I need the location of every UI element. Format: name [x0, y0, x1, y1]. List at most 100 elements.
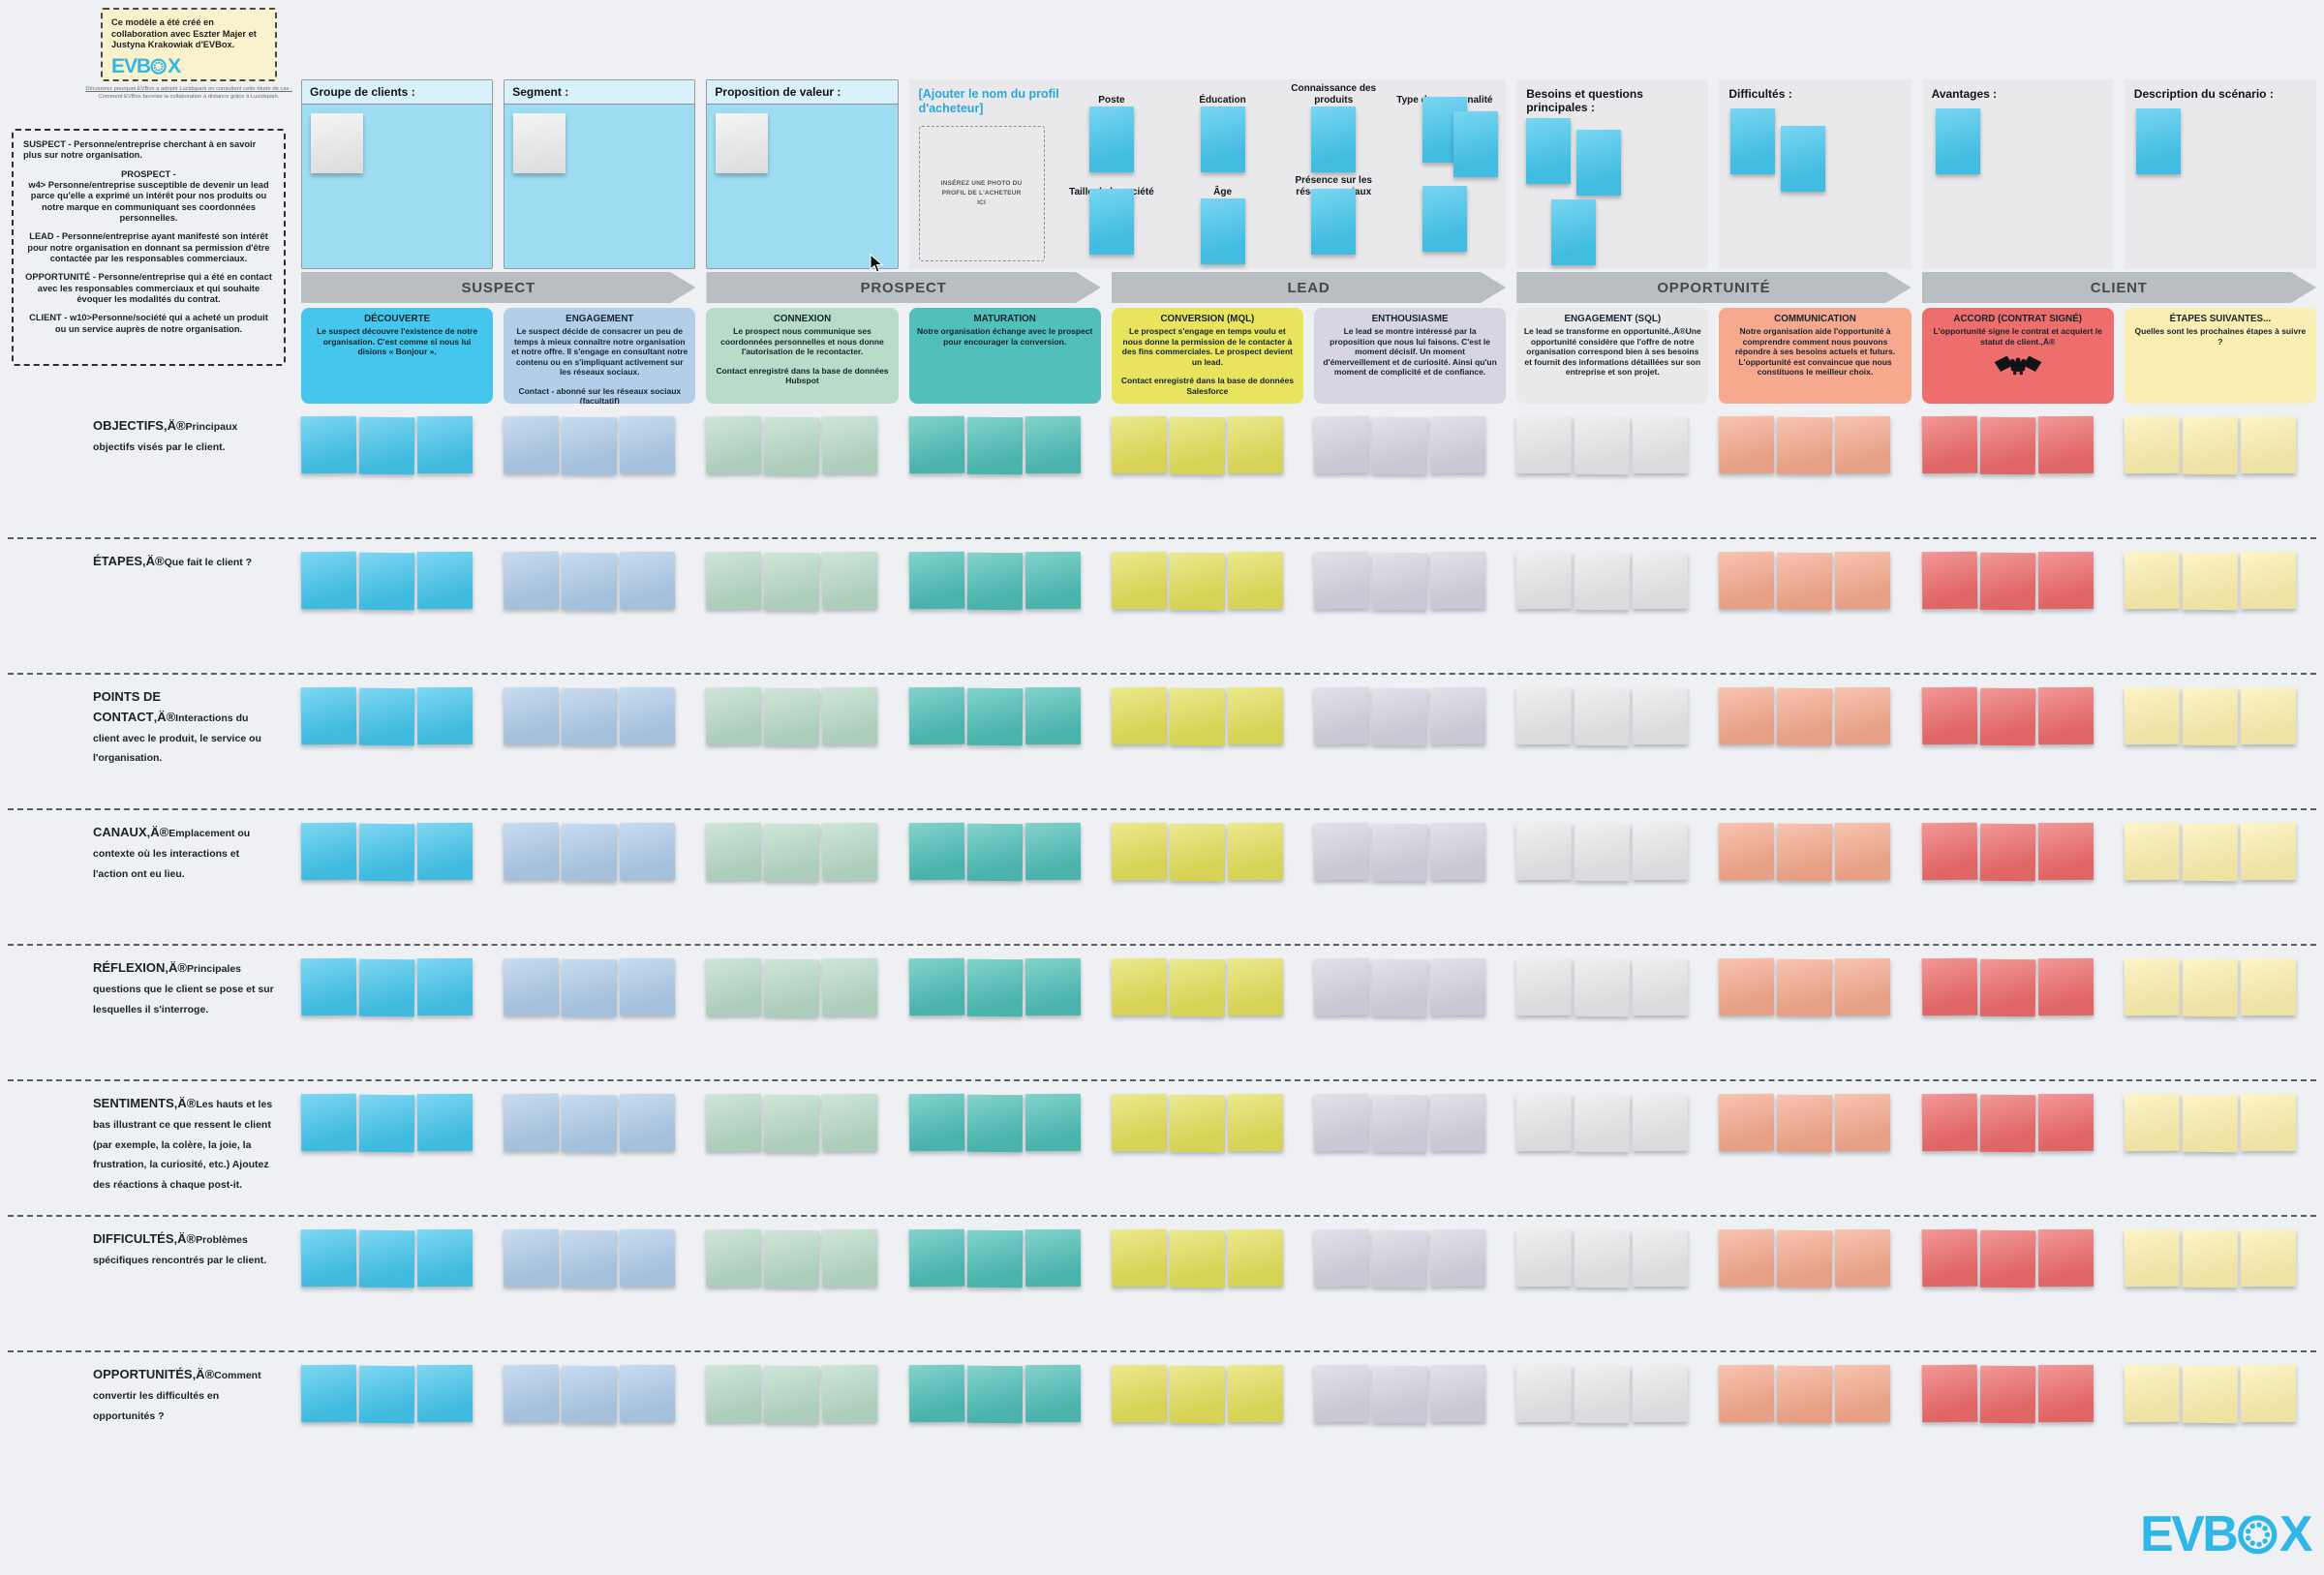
sticky-note[interactable] [2037, 686, 2094, 745]
sticky-note[interactable] [1633, 822, 1689, 881]
sticky-note[interactable] [1313, 1364, 1370, 1423]
sticky-note[interactable] [706, 686, 762, 745]
sticky-note[interactable] [1515, 1093, 1573, 1152]
stage-card-maturation[interactable]: MATURATION Notre organisation échange av… [908, 308, 1101, 404]
sticky-note[interactable] [1371, 687, 1428, 746]
sticky-note[interactable] [1311, 106, 1357, 172]
sticky-note[interactable] [1111, 822, 1168, 881]
scenario-panel[interactable]: Description du scénario : [2124, 79, 2316, 269]
stage-card-enthousiasme[interactable]: ENTHOUSIASME Le lead se montre intéressé… [1313, 308, 1507, 404]
sticky-note[interactable] [2124, 1364, 2181, 1423]
sticky-note[interactable] [1719, 1228, 1775, 1287]
sticky-note[interactable] [1371, 958, 1428, 1017]
sticky-note[interactable] [1371, 416, 1428, 475]
sticky-note[interactable] [1574, 958, 1631, 1017]
sticky-note[interactable] [1719, 822, 1775, 881]
sticky-note[interactable] [2240, 957, 2296, 1016]
sticky-note[interactable] [2240, 551, 2296, 610]
sticky-note[interactable] [1730, 108, 1776, 174]
stage-card-engagement[interactable]: ENGAGEMENT Le suspect décide de consacre… [504, 308, 696, 404]
sticky-note[interactable] [2182, 958, 2239, 1017]
sticky-note[interactable] [1574, 1094, 1631, 1153]
sticky-note[interactable] [908, 415, 964, 474]
sticky-note[interactable] [2124, 1228, 2181, 1287]
sticky-note[interactable] [1313, 1228, 1370, 1287]
sticky-note[interactable] [1024, 686, 1081, 745]
sticky-note[interactable] [1719, 686, 1775, 745]
sticky-note[interactable] [1574, 1365, 1631, 1424]
stage-card-decouverte[interactable]: DÉCOUVERTE Le suspect découvre l'existen… [301, 308, 494, 404]
sticky-note[interactable] [1429, 551, 1486, 610]
sticky-note[interactable] [908, 686, 964, 745]
sticky-note[interactable] [1835, 415, 1891, 474]
sticky-note[interactable] [1979, 1229, 2035, 1288]
sticky-note[interactable] [1835, 822, 1891, 881]
sticky-note[interactable] [1633, 551, 1689, 610]
sticky-note[interactable] [1921, 957, 1977, 1016]
client-group-panel[interactable]: Groupe de clients : [301, 79, 494, 269]
sticky-note[interactable] [2240, 686, 2296, 745]
sticky-note[interactable] [1574, 552, 1631, 611]
funnel-arrow-lead[interactable]: LEAD [1112, 272, 1506, 303]
sticky-note[interactable] [416, 1228, 474, 1287]
sticky-note[interactable] [1169, 416, 1226, 475]
sticky-note[interactable] [311, 113, 363, 173]
sticky-note[interactable] [358, 823, 415, 882]
sticky-note[interactable] [822, 551, 878, 610]
sticky-note[interactable] [620, 1228, 676, 1287]
sticky-note[interactable] [1835, 957, 1891, 1016]
sticky-note[interactable] [1227, 1364, 1283, 1423]
sticky-note[interactable] [2124, 551, 2181, 610]
sticky-note[interactable] [2124, 822, 2181, 881]
sticky-note[interactable] [908, 957, 964, 1016]
sticky-note[interactable] [706, 822, 762, 881]
sticky-note[interactable] [1453, 111, 1499, 177]
sticky-note[interactable] [2182, 552, 2239, 611]
funnel-arrow-client[interactable]: CLIENT [1922, 272, 2316, 303]
difficultes-panel[interactable]: Difficultés : [1719, 79, 1911, 269]
sticky-note[interactable] [2182, 1094, 2239, 1153]
sticky-note[interactable] [1835, 551, 1891, 610]
sticky-note[interactable] [1835, 1364, 1891, 1423]
sticky-note[interactable] [822, 1364, 878, 1423]
sticky-note[interactable] [620, 415, 676, 474]
sticky-note[interactable] [1169, 958, 1226, 1017]
sticky-note[interactable] [764, 687, 820, 746]
sticky-note[interactable] [908, 822, 964, 881]
stage-card-etapes-suivantes[interactable]: ÉTAPES SUIVANTES... Quelles sont les pro… [2124, 308, 2316, 404]
sticky-note[interactable] [300, 415, 357, 474]
stage-card-connexion[interactable]: CONNEXION Le prospect nous communique se… [706, 308, 899, 404]
sticky-note[interactable] [300, 686, 357, 745]
sticky-note[interactable] [561, 1094, 618, 1153]
sticky-note[interactable] [300, 551, 357, 610]
sticky-note[interactable] [1633, 957, 1689, 1016]
sticky-note[interactable] [1088, 189, 1134, 255]
sticky-note[interactable] [358, 552, 415, 611]
sticky-note[interactable] [561, 1365, 618, 1424]
sticky-note[interactable] [1227, 415, 1283, 474]
sticky-note[interactable] [561, 687, 618, 746]
sticky-note[interactable] [1024, 957, 1081, 1016]
avantages-panel[interactable]: Avantages : [1921, 79, 2114, 269]
sticky-note[interactable] [1169, 1365, 1226, 1424]
sticky-note[interactable] [2037, 415, 2094, 474]
credit-caption[interactable]: Découvrez pourquoi EVBox a adopté Lucids… [68, 85, 310, 101]
sticky-note[interactable] [764, 1094, 820, 1153]
sticky-note[interactable] [1111, 957, 1168, 1016]
sticky-note[interactable] [1515, 822, 1573, 881]
sticky-note[interactable] [1921, 1228, 1977, 1287]
sticky-note[interactable] [561, 823, 618, 882]
sticky-note[interactable] [1979, 1094, 2035, 1153]
sticky-note[interactable] [1921, 822, 1977, 881]
sticky-note[interactable] [764, 958, 820, 1017]
sticky-note[interactable] [1835, 1093, 1891, 1152]
sticky-note[interactable] [358, 416, 415, 475]
sticky-note[interactable] [822, 1228, 878, 1287]
sticky-note[interactable] [1111, 1364, 1168, 1423]
sticky-note[interactable] [1169, 552, 1226, 611]
sticky-note[interactable] [1169, 687, 1226, 746]
sticky-note[interactable] [503, 686, 560, 745]
sticky-note[interactable] [1777, 687, 1833, 746]
sticky-note[interactable] [503, 1093, 560, 1152]
sticky-note[interactable] [561, 552, 618, 611]
